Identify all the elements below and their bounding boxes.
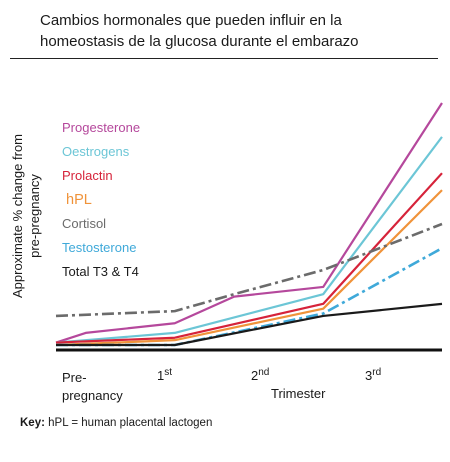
y-axis-label-line-1: Approximate % change from [10,134,25,298]
legend-entry-cortisol: Cortisol [62,216,106,231]
x-tick-label-1: 1st [157,367,172,383]
title-divider [10,58,438,59]
x-tick-label-0: Pre- [62,370,87,385]
title-line-2: homeostasis de la glucosa durante el emb… [40,33,359,50]
x-tick-label-3: 3rd [365,367,381,383]
series-line-testosterone [56,247,443,347]
y-axis-label-line-2: pre-pregnancy [27,174,42,258]
series-line-cortisol [55,222,443,318]
x-tick-label-2: 2nd [251,367,269,383]
chart-title: Cambios hormonales que pueden influir en… [40,10,440,52]
series-line-oestrogens [55,136,443,344]
series-line-progesterone [55,102,443,344]
legend-entry-total-t3-t4: Total T3 & T4 [62,264,139,279]
legend-entry-prolactin: Prolactin [62,168,113,183]
legend-entry-progesterone: Progesterone [62,120,140,135]
y-axis-label: Approximate % change from pre-pregnancy [10,134,42,298]
legend-entry-oestrogens: Oestrogens [62,144,130,159]
key-label: Key: [20,417,45,429]
legend-entry-hpl: hPL [66,192,92,208]
key-text: hPL = human placental lactogen [48,417,213,429]
x-axis-label: Trimester [271,386,326,401]
series-line-total-t3-t4 [56,302,443,347]
legend-entry-testosterone: Testosterone [62,240,136,255]
x-tick-label-0-line-2: pregnancy [62,388,123,403]
title-line-1: Cambios hormonales que pueden influir en… [40,12,342,29]
key-note: Key: hPL = human placental lactogen [20,417,212,429]
series-line-hpl [55,189,443,347]
series-line-prolactin [55,172,443,344]
